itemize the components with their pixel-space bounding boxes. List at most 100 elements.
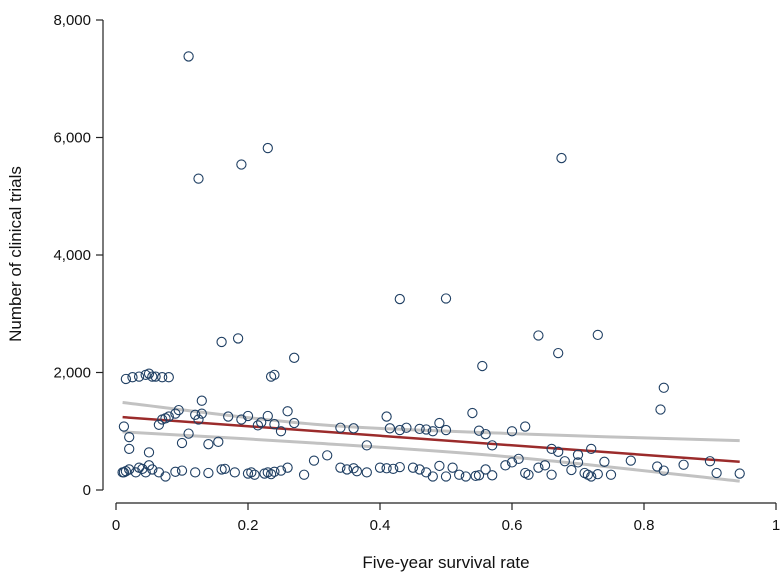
data-point bbox=[170, 466, 181, 477]
data-point bbox=[143, 447, 155, 458]
data-point bbox=[118, 467, 130, 478]
data-point bbox=[249, 469, 260, 480]
data-point bbox=[298, 469, 310, 480]
data-point bbox=[374, 462, 386, 473]
data-point bbox=[477, 360, 488, 372]
data-point bbox=[652, 461, 663, 472]
data-point bbox=[440, 424, 452, 436]
data-point bbox=[407, 462, 419, 473]
data-point bbox=[124, 431, 135, 443]
data-point bbox=[275, 426, 287, 437]
data-point bbox=[734, 468, 745, 479]
data-point bbox=[269, 419, 280, 430]
data-point bbox=[176, 465, 188, 476]
data-point bbox=[193, 173, 204, 184]
data-point bbox=[124, 464, 135, 475]
data-point bbox=[232, 333, 244, 344]
data-point bbox=[124, 443, 135, 455]
data-point bbox=[190, 467, 201, 478]
data-point bbox=[269, 466, 280, 477]
data-point bbox=[678, 459, 689, 470]
data-point bbox=[196, 395, 207, 406]
data-point bbox=[414, 464, 425, 475]
data-point bbox=[381, 463, 392, 474]
data-point bbox=[183, 51, 194, 62]
data-point bbox=[140, 467, 151, 478]
data-point bbox=[553, 446, 564, 457]
data-point bbox=[553, 347, 564, 359]
data-point bbox=[341, 464, 353, 475]
data-point bbox=[246, 467, 257, 478]
data-point bbox=[275, 465, 287, 476]
data-point bbox=[480, 464, 491, 475]
data-point bbox=[133, 371, 145, 382]
data-point bbox=[308, 455, 320, 466]
data-point bbox=[470, 470, 481, 482]
y-tick-label: 6,000 bbox=[53, 130, 91, 147]
data-point bbox=[236, 159, 247, 170]
data-point bbox=[183, 428, 194, 439]
x-tick-label: 0.4 bbox=[370, 517, 391, 534]
data-point bbox=[586, 471, 597, 482]
data-point bbox=[513, 453, 524, 465]
data-point bbox=[348, 463, 359, 474]
data-point bbox=[236, 414, 247, 425]
data-point bbox=[289, 352, 300, 363]
data-point bbox=[213, 436, 224, 447]
data-point bbox=[523, 469, 534, 480]
y-tick-label: 8,000 bbox=[53, 12, 91, 29]
data-point bbox=[556, 152, 567, 164]
x-tick-label: 0.2 bbox=[238, 517, 259, 534]
data-point bbox=[401, 422, 412, 433]
data-point bbox=[566, 464, 577, 476]
data-point bbox=[506, 457, 518, 468]
data-point bbox=[473, 470, 485, 481]
data-point bbox=[335, 422, 346, 433]
data-point bbox=[394, 293, 405, 305]
data-point bbox=[394, 461, 405, 473]
y-tick-label: 2,000 bbox=[53, 365, 91, 382]
data-point bbox=[229, 467, 240, 478]
data-point bbox=[193, 414, 204, 425]
x-tick-label: 0 bbox=[112, 517, 120, 534]
data-point bbox=[546, 443, 557, 455]
data-point bbox=[454, 469, 465, 480]
data-point bbox=[599, 456, 610, 467]
data-point bbox=[572, 449, 584, 460]
data-point bbox=[223, 411, 234, 422]
data-point bbox=[460, 471, 471, 482]
data-point bbox=[262, 142, 273, 154]
data-point bbox=[520, 421, 531, 432]
data-point bbox=[335, 462, 346, 473]
data-point bbox=[322, 450, 333, 461]
data-point bbox=[625, 455, 636, 466]
data-point bbox=[147, 371, 158, 382]
data-point bbox=[153, 419, 165, 430]
data-point bbox=[711, 467, 722, 479]
data-points bbox=[117, 51, 745, 482]
data-point bbox=[605, 469, 617, 480]
data-point bbox=[203, 439, 214, 450]
data-point bbox=[434, 417, 445, 429]
data-point bbox=[216, 464, 227, 475]
data-point bbox=[480, 429, 491, 440]
data-point bbox=[127, 372, 138, 383]
y-axis-title: Number of clinical trials bbox=[6, 166, 25, 342]
data-point bbox=[265, 468, 277, 480]
data-point bbox=[196, 408, 207, 419]
ci-lower-line bbox=[122, 430, 740, 483]
data-point bbox=[216, 336, 227, 348]
data-point bbox=[147, 464, 158, 475]
x-tick-label: 0.6 bbox=[502, 517, 523, 534]
data-point bbox=[572, 457, 584, 468]
data-point bbox=[163, 372, 174, 383]
data-point bbox=[137, 463, 148, 474]
data-point bbox=[506, 426, 518, 437]
data-point bbox=[361, 467, 372, 478]
data-point bbox=[500, 460, 511, 471]
data-point bbox=[219, 463, 231, 474]
data-point bbox=[348, 423, 359, 434]
data-point bbox=[252, 420, 264, 431]
data-point bbox=[143, 368, 155, 379]
